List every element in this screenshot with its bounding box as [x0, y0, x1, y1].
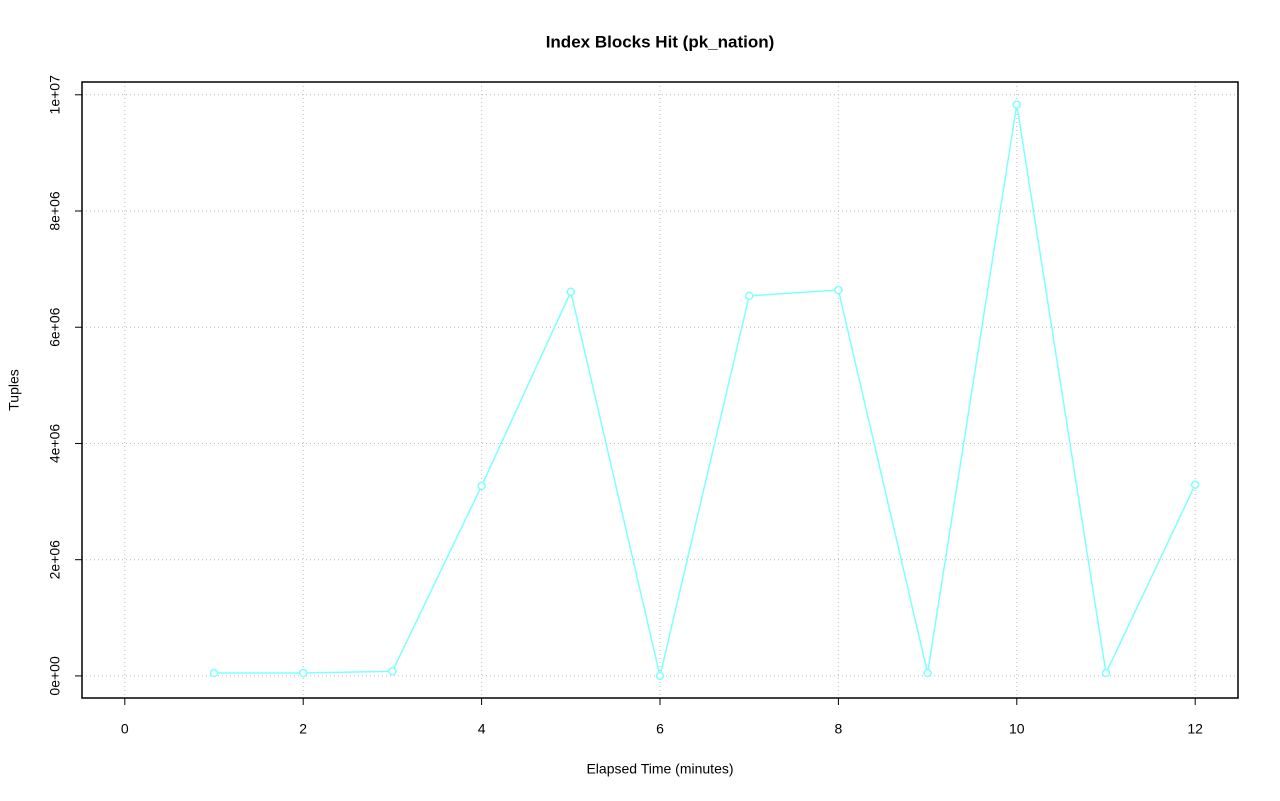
y-tick-label: 6e+06 [47, 307, 63, 347]
data-point [744, 291, 754, 301]
x-tick-label: 12 [1187, 721, 1203, 737]
data-point [209, 668, 219, 678]
x-tick-label: 0 [121, 721, 129, 737]
data-line [214, 104, 1196, 677]
data-point [923, 668, 932, 678]
x-tick-label: 2 [299, 721, 307, 737]
x-tick-label: 8 [834, 721, 842, 737]
x-tick-label: 4 [478, 721, 486, 737]
data-point [388, 667, 397, 676]
data-point [1012, 100, 1022, 109]
data-point [834, 285, 843, 295]
y-axis-label: Tuples [6, 369, 22, 411]
y-tick-label: 4e+06 [47, 424, 63, 464]
x-tick-label: 6 [656, 721, 664, 737]
data-point [655, 671, 665, 681]
y-tick-label: 2e+06 [47, 540, 63, 580]
x-axis-label: Elapsed Time (minutes) [586, 761, 733, 777]
data-point [477, 481, 486, 491]
data-point [1101, 668, 1111, 678]
y-tick-label: 0e+00 [47, 656, 63, 696]
chart-title: Index Blocks Hit (pk_nation) [546, 32, 775, 51]
y-tick-label: 1e+07 [47, 75, 63, 115]
data-point [298, 668, 308, 678]
data-point [566, 287, 576, 297]
x-tick-label: 10 [1009, 721, 1025, 737]
plot-frame [81, 81, 1239, 699]
data-point [1190, 480, 1200, 489]
y-tick-label: 8e+06 [47, 191, 63, 231]
